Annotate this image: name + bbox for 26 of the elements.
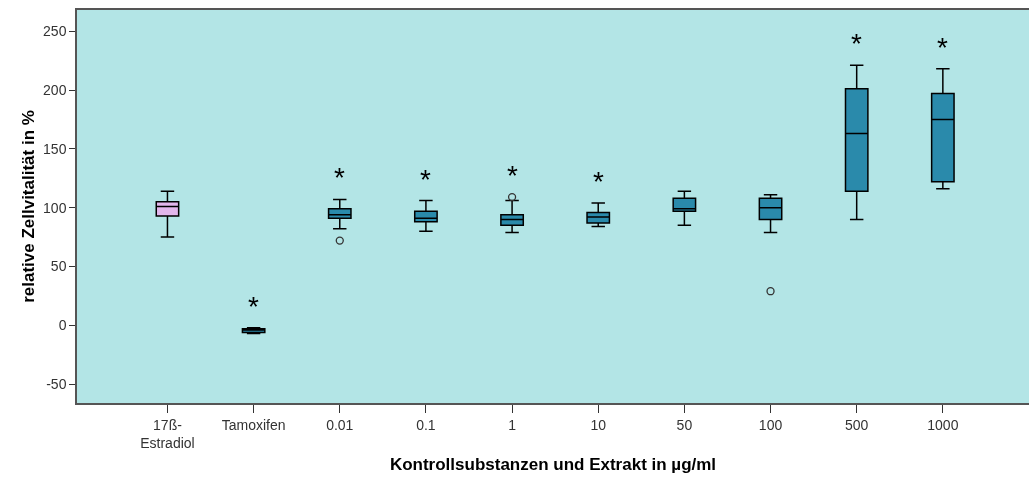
x-tick-label: 100 <box>758 416 783 433</box>
annotation: * <box>851 28 862 59</box>
annotation: * <box>248 291 259 322</box>
annotation: * <box>937 32 948 63</box>
x-tick-label: Tamoxifen <box>221 416 286 433</box>
annotation: * <box>507 160 518 191</box>
x-tick-label: 1000 <box>927 416 959 433</box>
x-axis-title: Kontrollsubstanzen und Extrakt in µg/ml <box>389 454 717 474</box>
y-tick-label: 150 <box>43 140 67 157</box>
annotation: * <box>420 164 431 195</box>
x-tick-label: 0.01 <box>326 416 354 433</box>
x-tick-label: 0.1 <box>416 416 436 433</box>
y-axis-title: relative Zellvitalität in % <box>19 110 39 303</box>
y-tick-label: 50 <box>50 258 67 275</box>
x-tick-label: 1 <box>508 416 517 433</box>
y-tick-label: 100 <box>43 199 67 216</box>
x-tick-label: 10 <box>590 416 607 433</box>
x-tick-label: 500 <box>845 416 869 433</box>
y-tick-label: 0 <box>58 317 67 334</box>
x-tick-label: 17ß-Estradiol <box>140 416 195 451</box>
y-tick-label: 250 <box>43 23 67 40</box>
annotation: * <box>593 166 604 197</box>
annotation: * <box>334 162 345 193</box>
y-tick-label: 200 <box>43 81 67 98</box>
x-tick-label: 50 <box>676 416 693 433</box>
y-tick-label: -50 <box>46 376 67 393</box>
